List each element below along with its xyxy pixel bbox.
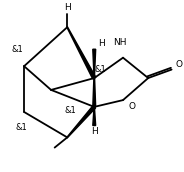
Text: &1: &1 bbox=[11, 45, 23, 54]
Text: O: O bbox=[128, 102, 135, 111]
Polygon shape bbox=[93, 107, 96, 126]
Polygon shape bbox=[93, 78, 96, 107]
Text: H: H bbox=[91, 127, 98, 136]
Text: H: H bbox=[64, 3, 71, 12]
Text: H: H bbox=[98, 39, 105, 47]
Text: &1: &1 bbox=[15, 123, 27, 132]
Text: O: O bbox=[175, 60, 182, 69]
Text: NH: NH bbox=[113, 38, 126, 47]
Text: &1: &1 bbox=[65, 106, 76, 115]
Polygon shape bbox=[67, 106, 96, 138]
Text: &1: &1 bbox=[94, 65, 106, 74]
Polygon shape bbox=[67, 27, 96, 79]
Polygon shape bbox=[93, 49, 96, 78]
